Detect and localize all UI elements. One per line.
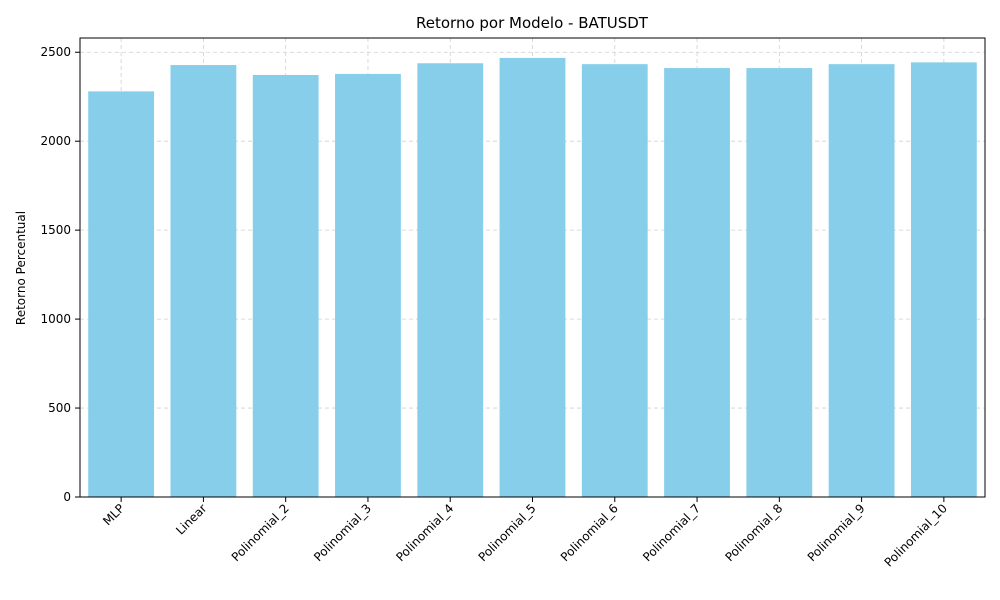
y-tick-label: 2500 <box>40 45 71 59</box>
bar <box>170 65 237 497</box>
y-axis-label: Retorno Percentual <box>14 211 28 325</box>
bar <box>581 64 648 497</box>
y-tick-label: 1000 <box>40 312 71 326</box>
chart-title: Retorno por Modelo - BATUSDT <box>416 14 649 32</box>
bar-layer <box>88 57 977 498</box>
bar <box>910 62 977 497</box>
y-tick-label: 1500 <box>40 223 71 237</box>
bar <box>746 68 813 497</box>
bar <box>88 91 155 497</box>
plot-frame <box>79 37 986 498</box>
bar <box>828 64 895 497</box>
bar <box>499 57 566 497</box>
bar <box>664 68 730 497</box>
y-tick-label: 2000 <box>40 134 71 148</box>
bar <box>335 73 401 498</box>
y-tick-label: 0 <box>63 490 71 504</box>
bar <box>252 75 319 498</box>
bar <box>417 63 484 498</box>
y-tick-label: 500 <box>48 401 71 415</box>
